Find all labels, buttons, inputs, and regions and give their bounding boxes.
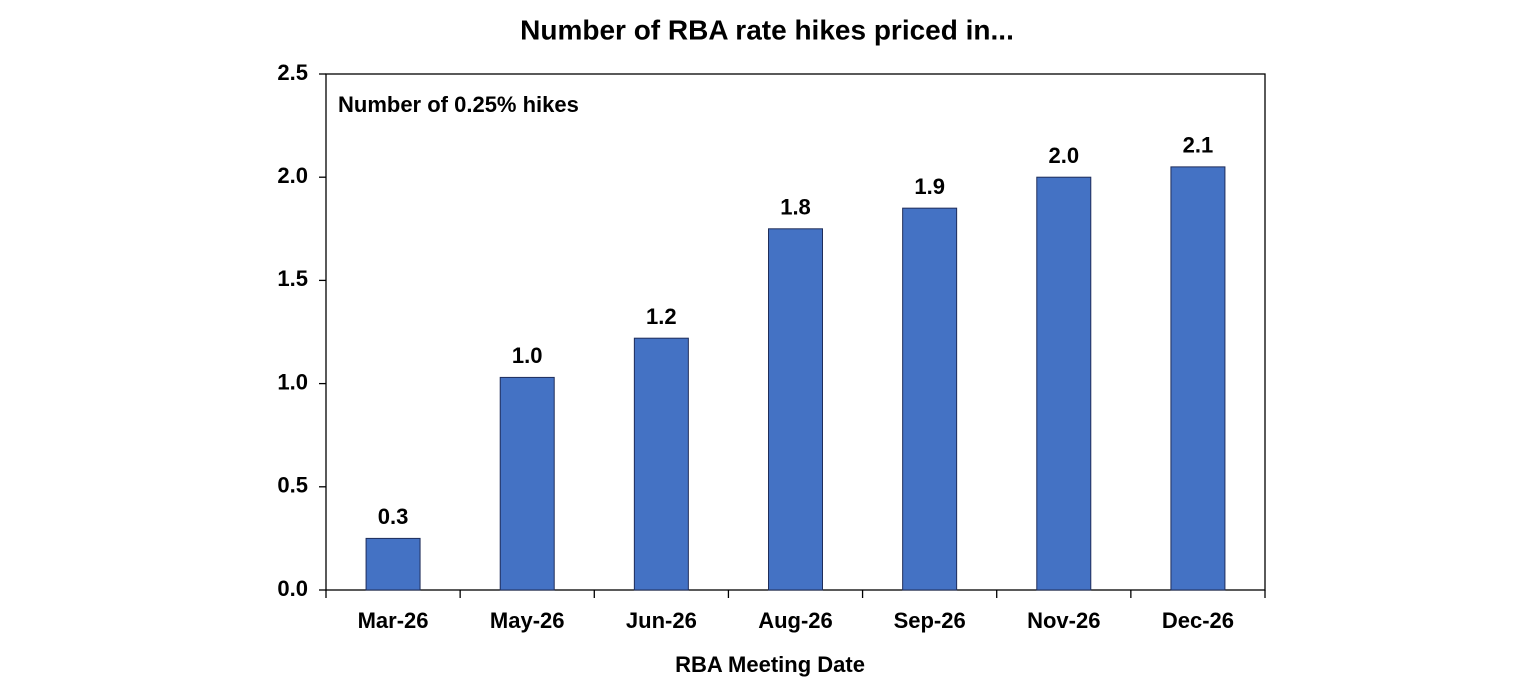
data-label: 0.3	[378, 504, 409, 529]
x-tick-label: Dec-26	[1162, 608, 1234, 633]
bar	[633, 337, 689, 591]
bar	[768, 228, 823, 591]
y-tick-label: 0.5	[277, 473, 308, 498]
x-tick-label: Mar-26	[358, 608, 429, 633]
y-tick-label: 2.5	[277, 60, 308, 85]
bar	[902, 207, 958, 591]
data-label: 1.0	[512, 343, 543, 368]
y-tick-label: 0.0	[277, 576, 308, 601]
x-tick-label: Jun-26	[626, 608, 697, 633]
x-tick-label: May-26	[490, 608, 565, 633]
y-tick-label: 1.5	[277, 266, 308, 291]
x-tick-label: Nov-26	[1027, 608, 1100, 633]
bar	[1170, 166, 1226, 591]
annotation: Number of 0.25% hikes	[338, 92, 579, 117]
x-tick-label: Sep-26	[894, 608, 966, 633]
x-axis-label: RBA Meeting Date	[675, 652, 865, 677]
data-label: 2.0	[1048, 143, 1079, 168]
data-label: 1.8	[780, 195, 811, 220]
data-label: 1.2	[646, 304, 677, 329]
bar	[365, 537, 421, 591]
bar	[1036, 176, 1092, 591]
chart-title: Number of RBA rate hikes priced in...	[520, 14, 1014, 45]
y-tick-label: 2.0	[277, 163, 308, 188]
bar	[499, 376, 555, 591]
data-label: 2.1	[1183, 133, 1214, 158]
data-label: 1.9	[914, 174, 945, 199]
x-tick-label: Aug-26	[758, 608, 833, 633]
y-tick-label: 1.0	[277, 369, 308, 394]
